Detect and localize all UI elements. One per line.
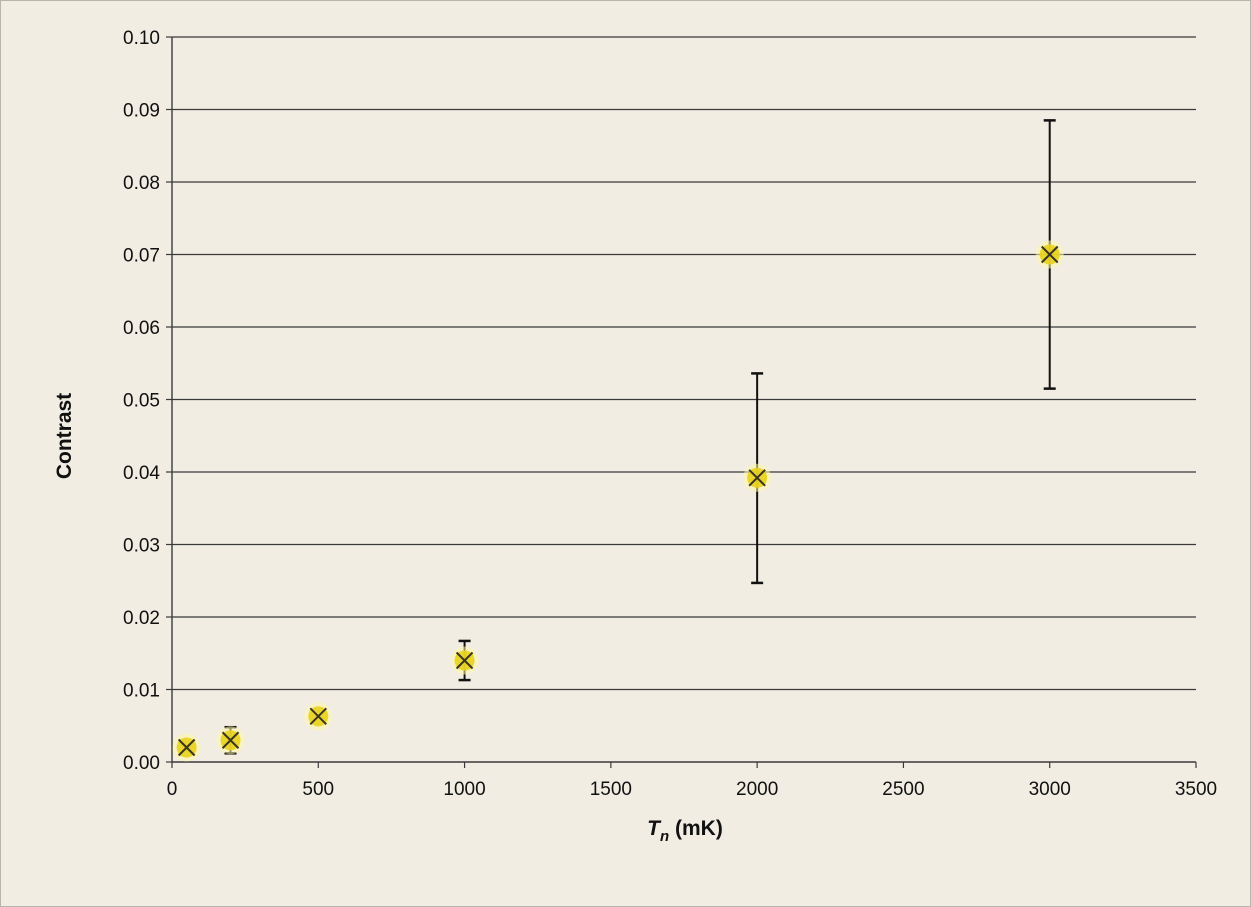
point-x-stroke-b [309, 707, 327, 726]
error-bars [224, 119, 1056, 755]
grid-lines [172, 36, 1196, 691]
x-axis-title-main: T [647, 817, 662, 840]
x-axis-title-subscript: n [660, 828, 669, 845]
y-tick-label: 0.10 [123, 28, 160, 49]
point-x-stroke-b [455, 651, 474, 670]
x-tick-label: 2500 [882, 779, 924, 800]
x-tick-label: 1500 [590, 779, 632, 800]
x-tick-label: 3500 [1175, 779, 1217, 800]
point-x-stroke-b [221, 731, 240, 749]
x-axis-title-unit: (mK) [669, 817, 723, 840]
point-x-stroke-b [748, 469, 766, 487]
y-tick-label: 0.06 [123, 318, 160, 339]
axes [166, 36, 1197, 768]
y-tick-label: 0.08 [123, 173, 160, 194]
x-tick-label: 500 [302, 779, 334, 800]
y-tick-label: 0.02 [123, 608, 160, 629]
data-point [304, 702, 333, 731]
x-tick-label: 2000 [736, 779, 778, 800]
y-tick-label: 0.09 [123, 101, 160, 122]
data-point [216, 726, 245, 755]
y-tick-label: 0.04 [123, 463, 160, 484]
y-tick-label: 0.07 [123, 246, 160, 267]
x-tick-label: 1000 [443, 779, 485, 800]
y-tick-label: 0.03 [123, 536, 160, 557]
y-axis-title: Contrast [53, 393, 76, 479]
y-tick-label: 0.05 [123, 391, 160, 412]
data-point [743, 463, 772, 492]
data-point [450, 646, 479, 675]
point-x-stroke-b [1041, 245, 1059, 264]
y-tick-labels: 0.00 0.01 0.02 0.03 0.04 0.05 0.06 0.07 0.08 0.09… [123, 28, 160, 774]
x-tick-label: 0 [167, 779, 178, 800]
data-point [1035, 240, 1064, 269]
y-tick-label: 0.00 [123, 753, 160, 774]
x-axis-title: Tn (mK) [647, 817, 723, 845]
data-points [172, 240, 1064, 762]
y-tick-label: 0.01 [123, 681, 160, 702]
point-x-stroke-b [177, 738, 196, 757]
data-point [172, 733, 201, 762]
x-tick-label: 3000 [1029, 779, 1071, 800]
x-tick-labels: 0 500 1000 1500 2000 2500 3000 3500 [167, 779, 1217, 800]
